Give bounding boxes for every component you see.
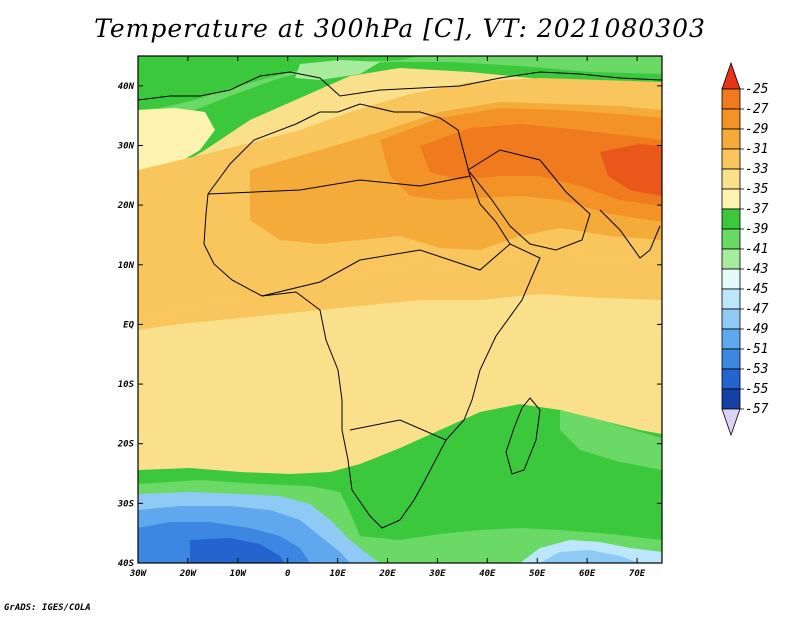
coastlines [138,71,662,529]
colorbar-label: -45 [745,282,769,297]
lat-tick-label: 10N [118,261,135,271]
field-max-core [600,144,662,196]
lon-tick-label: 20E [378,569,396,579]
field-ne-south-green [560,410,662,470]
colorbar-swatch [721,188,741,210]
temperature-field [138,56,662,563]
colorbar-swatch [721,108,741,130]
field-interior-pale [330,318,480,418]
colorbar-label: -39 [745,222,768,237]
field-tropic-band [138,252,662,330]
colorbar-swatch [721,328,741,350]
colorbar-label: -51 [745,342,768,357]
colorbar-label: -41 [745,242,768,257]
longitude-axis: 30W 20W 10W 0 10E 20E 30E 40E 50E 60E 70E [129,56,646,579]
lon-tick-label: 30E [428,569,446,579]
colorbar: -25 -27 -29 -31 -33 -35 -37 -39 -41 -43 -45 -47 -49 -… [721,61,769,437]
arabia [467,149,591,251]
sahel-border-1 [207,175,471,195]
europe-coast [138,71,662,101]
lat-tick-label: 20N [117,201,135,211]
field-blue-4 [190,538,284,563]
map-title: Temperature at 300hPa [C], VT: 202108030… [94,14,706,43]
lon-tick-label: 10E [329,569,346,579]
lat-tick-label: 40S [118,559,135,569]
lon-tick-label: 20W [179,569,198,579]
lat-tick-label: 40N [118,82,135,92]
lon-tick-label: 70E [629,569,646,579]
colorbar-swatch [721,88,741,110]
colorbar-label: -43 [745,262,768,277]
colorbar-label: -55 [745,382,769,397]
colorbar-swatch [721,208,741,230]
colorbar-swatch [721,248,741,270]
field-palest-north [138,56,420,110]
map-frame [137,55,663,564]
colorbar-label: -33 [745,162,768,177]
lon-tick-label: 30W [129,569,148,579]
latitude-axis: 40N 30N 20N 10N EQ 10S 20S 30S 40S [117,82,662,569]
lon-tick-label: 40E [479,569,496,579]
colorbar-swatch [721,148,741,170]
colorbar-label: -47 [745,302,769,317]
colorbar-swatch [721,388,741,410]
lat-tick-label: 10S [118,380,135,390]
colorbar-bottom-arrow [721,408,741,437]
colorbar-swatch [721,128,741,150]
south-border [349,419,447,441]
lon-tick-label: 10W [230,569,248,579]
colorbar-label: -35 [745,182,769,197]
colorbar-label: -29 [745,122,768,137]
colorbar-swatch [721,268,741,290]
colorbar-swatch [721,288,741,310]
africa-coastline [203,103,541,529]
lat-tick-label: 30N [117,141,135,151]
field-cool-north [138,56,662,170]
colorbar-label: -49 [745,322,768,337]
field-blue-se [540,550,640,563]
colorbar-swatch [721,308,741,330]
lon-tick-label: 50E [529,569,546,579]
lon-tick-label: 60E [579,569,596,579]
colorbar-label: -57 [745,402,769,417]
india-coast [599,209,661,259]
colorbar-swatch [721,368,741,390]
colorbar-label: -53 [745,362,768,377]
grads-credit: GrADS: IGES/COLA [4,603,91,613]
colorbar-swatch [721,348,741,370]
colorbar-swatch [721,168,741,190]
field-hottest-core [420,124,662,206]
madagascar [505,397,541,475]
colorbar-label: -37 [745,202,769,217]
colorbar-swatch [721,228,741,250]
lat-tick-label: 20S [117,440,135,450]
colorbar-label: -27 [745,102,769,117]
lon-tick-label: 0 [285,569,291,579]
field-pale-west [138,108,215,172]
lat-tick-label: EQ [123,320,134,330]
colorbar-top-arrow [721,61,741,90]
colorbar-label: -31 [745,142,768,157]
lat-tick-label: 30S [117,499,135,509]
central-border-1 [261,243,511,297]
field-pale-strip [295,60,380,80]
colorbar-label: -25 [745,82,769,97]
